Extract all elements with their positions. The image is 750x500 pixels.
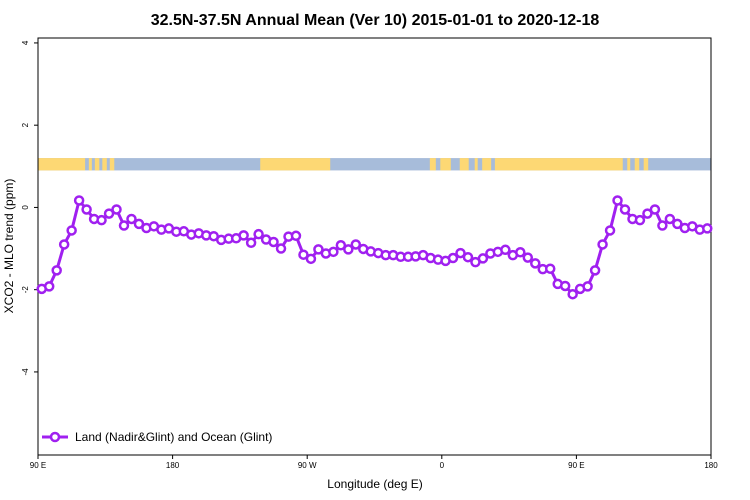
data-point [657,220,668,231]
data-point [66,225,77,236]
y-tick-label: 4 [21,40,30,45]
land-segment [109,158,115,171]
data-point [103,208,115,219]
data-point [133,218,145,230]
data-point [298,249,309,260]
data-point [328,246,339,258]
legend: Land (Nadir&Glint) and Ocean (Glint) [42,430,272,444]
y-tick-label: 2 [21,122,30,127]
data-point [305,253,317,265]
data-point [96,214,107,226]
plot-frame [37,37,712,456]
data-point [51,265,62,276]
data-point [313,244,324,255]
data-point [238,230,249,241]
x-tick-label: 90 W [298,461,317,470]
y-tick-label: -4 [21,368,30,376]
y-axis: 4 2 0 -2 -4 [21,40,38,375]
land-segment [429,158,436,171]
x-tick-label: 180 [704,461,718,470]
data-point [559,280,571,292]
land-segment [38,158,86,171]
data-point [350,239,362,250]
land-segment [474,158,478,171]
land-segment [440,158,451,171]
legend-marker [49,431,61,443]
data-point [597,239,608,250]
data-point [567,288,578,300]
data-point [612,195,623,206]
data-point [275,243,287,254]
data-point [335,240,347,251]
data-point [73,195,85,206]
data-point [343,244,354,255]
x-axis-label: Longitude (deg E) [327,477,422,491]
data-point [118,220,130,231]
data-point [582,281,593,292]
data-point [589,265,601,276]
data-point [253,228,264,240]
land-segment [88,158,92,171]
land-segment [459,158,469,171]
data-point [268,236,279,248]
data-point [500,244,511,256]
land-segment [102,158,107,171]
surface-type-bar [38,158,711,171]
data-point [649,204,661,215]
land-segment [627,158,631,171]
land-segment [94,158,100,171]
data-point [702,223,713,234]
data-point [604,225,616,236]
data-point [477,253,489,264]
x-tick-label: 90 E [30,461,46,470]
data-point [672,218,683,230]
data-point [58,239,70,250]
y-tick-label: -2 [21,286,30,294]
y-axis-label: XCO2 - MLO trend (ppm) [2,179,16,314]
x-tick-label: 90 E [568,461,584,470]
data-point [245,237,257,249]
land-segment [643,158,649,171]
data-point [642,208,653,219]
series-land-ocean [36,195,713,300]
data-point [619,204,631,215]
land-segment [260,158,331,171]
chart-title: 32.5N-37.5N Annual Mean (Ver 10) 2015-01… [151,12,600,29]
data-point [664,213,676,225]
series-line [41,198,708,296]
data-point [522,252,534,263]
data-point [43,281,55,292]
data-point [462,251,474,263]
data-point [544,263,556,274]
data-point [290,230,302,242]
data-point [455,247,466,259]
x-tick-label: 0 [440,461,445,470]
x-axis: 90 E 180 90 W 0 90 E 180 [30,455,718,470]
land-segment [494,158,623,171]
data-point [81,204,92,215]
data-point [126,213,137,225]
legend-label: Land (Nadir&Glint) and Ocean (Glint) [75,430,272,444]
data-point [447,252,459,264]
y-tick-label: 0 [21,205,30,210]
data-point [530,258,541,269]
land-segment [634,158,640,171]
data-point [111,204,122,215]
data-point [634,214,646,226]
land-segment [482,158,492,171]
data-point [515,247,526,258]
x-tick-label: 180 [166,461,180,470]
